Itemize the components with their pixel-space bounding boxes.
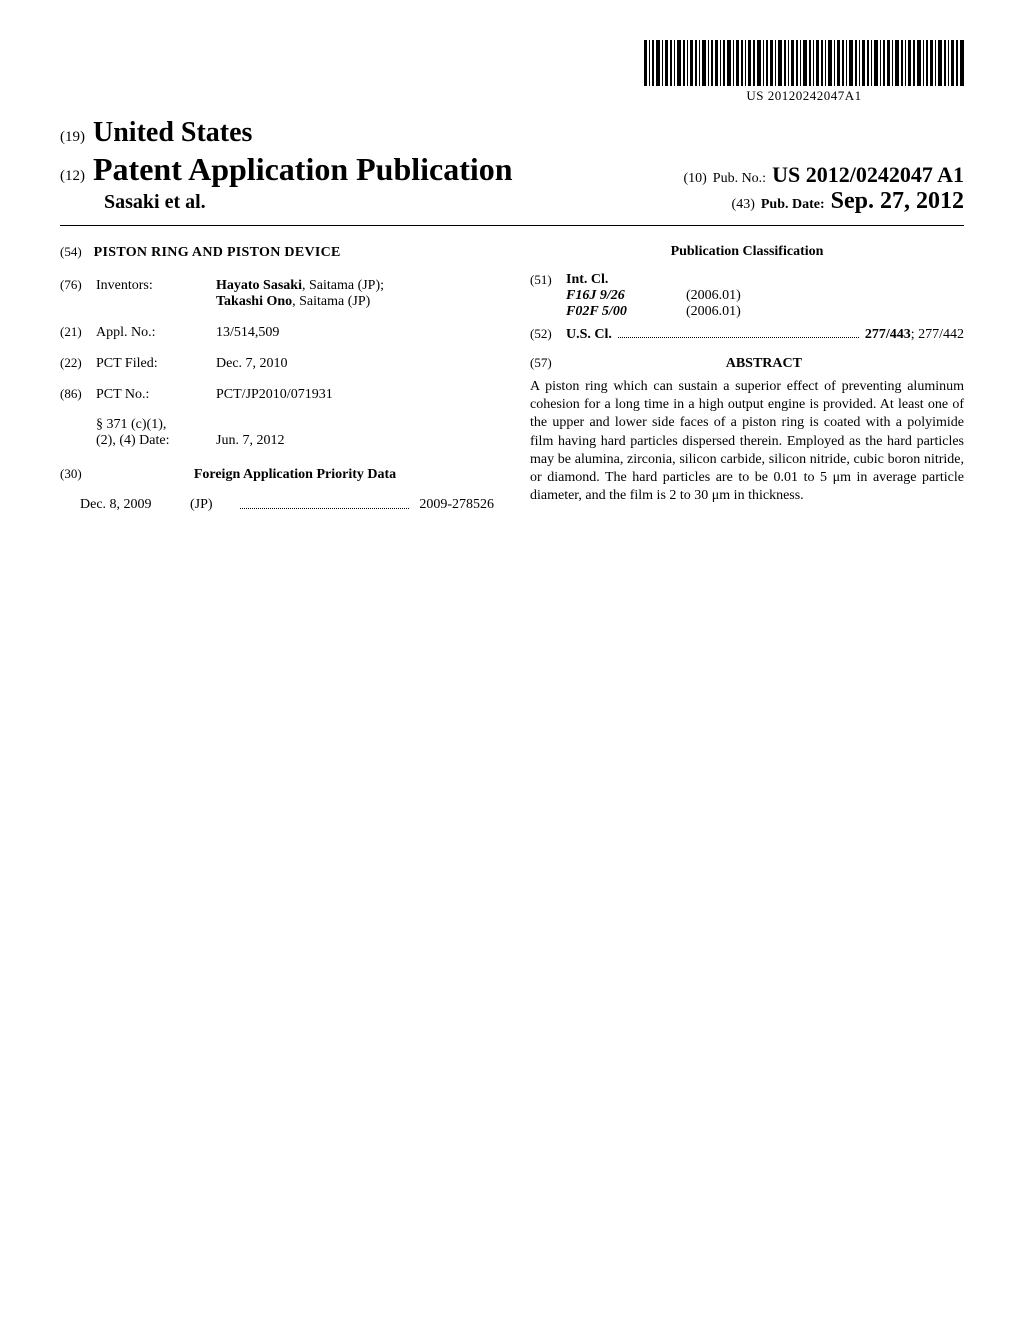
authors: Sasaki et al. bbox=[104, 191, 206, 214]
publication-number: US 2012/0242047 A1 bbox=[772, 162, 964, 188]
title-num: (54) bbox=[60, 244, 82, 260]
applno-value: 13/514,509 bbox=[216, 325, 494, 341]
s371-date-value: Jun. 7, 2012 bbox=[216, 433, 494, 449]
pub-kind: Patent Application Publication bbox=[93, 151, 513, 188]
intcl-2-year: (2006.01) bbox=[686, 304, 741, 320]
abstract-num: (57) bbox=[530, 355, 552, 371]
inventor-1-name: Hayato Sasaki bbox=[216, 278, 302, 293]
pctfiled-value: Dec. 7, 2010 bbox=[216, 356, 494, 372]
foreign-country: (JP) bbox=[190, 497, 230, 513]
foreign-priority-row: Dec. 8, 2009 (JP) 2009-278526 bbox=[60, 497, 494, 513]
dots-leader bbox=[240, 497, 409, 509]
abstract-body: A piston ring which can sustain a superi… bbox=[530, 378, 964, 505]
document-header: (19) United States (12) Patent Applicati… bbox=[60, 117, 964, 215]
inventors-label: Inventors: bbox=[96, 278, 216, 294]
intcl-2-code: F02F 5/00 bbox=[566, 304, 686, 320]
country-prefix: (19) bbox=[60, 129, 85, 146]
pubno-label: Pub. No.: bbox=[713, 171, 766, 187]
pctno-label: PCT No.: bbox=[96, 387, 216, 403]
pctfiled-label: PCT Filed: bbox=[96, 356, 216, 372]
pubdate-prefix: (43) bbox=[732, 197, 755, 213]
s371-label-2: (2), (4) Date: bbox=[96, 433, 216, 449]
applno-label: Appl. No.: bbox=[96, 325, 216, 341]
publication-date: Sep. 27, 2012 bbox=[831, 188, 964, 215]
pctfiled-num: (22) bbox=[60, 355, 96, 371]
inventors-num: (76) bbox=[60, 277, 96, 293]
right-column: Publication Classification (51) Int. Cl.… bbox=[530, 244, 964, 513]
pubno-prefix: (10) bbox=[683, 171, 706, 187]
country-name: United States bbox=[93, 117, 252, 149]
bibliographic-content: (54) PISTON RING AND PISTON DEVICE (76) … bbox=[60, 244, 964, 513]
barcode-section: US 20120242047A1 bbox=[60, 40, 964, 105]
uscl-secondary: ; 277/442 bbox=[911, 327, 964, 342]
uscl-primary: 277/443 bbox=[865, 327, 911, 342]
inventor-2-name: Takashi Ono bbox=[216, 294, 292, 309]
s371-label-1: § 371 (c)(1), bbox=[96, 417, 216, 433]
intcl-num: (51) bbox=[530, 272, 566, 320]
left-column: (54) PISTON RING AND PISTON DEVICE (76) … bbox=[60, 244, 494, 513]
foreign-priority-head: Foreign Application Priority Data bbox=[96, 467, 494, 483]
invention-title: PISTON RING AND PISTON DEVICE bbox=[94, 245, 341, 261]
foreign-date: Dec. 8, 2009 bbox=[60, 497, 180, 513]
inventor-2-loc: , Saitama (JP) bbox=[292, 294, 370, 309]
inventor-1-loc: , Saitama (JP); bbox=[302, 278, 384, 293]
intcl-1-code: F16J 9/26 bbox=[566, 288, 686, 304]
foreign-appno: 2009-278526 bbox=[419, 497, 494, 513]
uscl-label: U.S. Cl. bbox=[566, 327, 612, 343]
pub-kind-prefix: (12) bbox=[60, 168, 85, 185]
header-divider bbox=[60, 225, 964, 226]
intcl-1-year: (2006.01) bbox=[686, 288, 741, 304]
pctno-value: PCT/JP2010/071931 bbox=[216, 387, 494, 403]
uscl-num: (52) bbox=[530, 326, 566, 342]
classification-head: Publication Classification bbox=[530, 244, 964, 260]
inventors-value: Hayato Sasaki, Saitama (JP); Takashi Ono… bbox=[216, 278, 494, 310]
uscl-values: 277/443; 277/442 bbox=[865, 327, 964, 343]
barcode-number: US 20120242047A1 bbox=[644, 88, 964, 104]
dots-leader bbox=[618, 336, 859, 338]
pubdate-label: Pub. Date: bbox=[761, 197, 825, 213]
applno-num: (21) bbox=[60, 324, 96, 340]
foreign-num: (30) bbox=[60, 466, 96, 482]
abstract-head: ABSTRACT bbox=[564, 356, 964, 372]
barcode: US 20120242047A1 bbox=[644, 40, 964, 104]
intcl-label: Int. Cl. bbox=[566, 272, 964, 288]
pctno-num: (86) bbox=[60, 386, 96, 402]
